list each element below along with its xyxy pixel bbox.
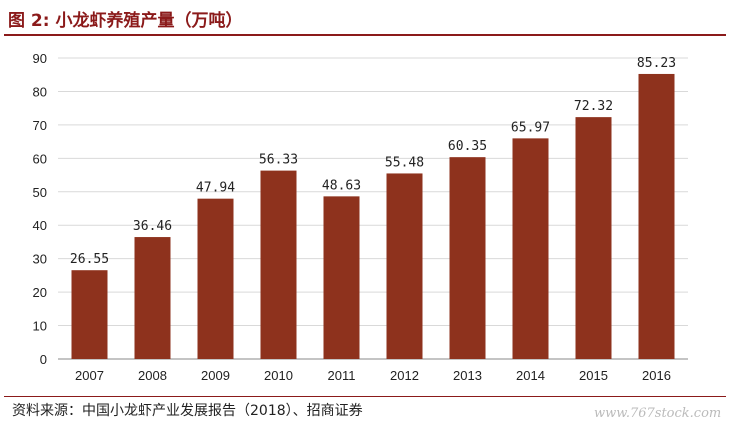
source-note: 资料来源：中国小龙虾产业发展报告（2018）、招商证券 [12,403,363,419]
title-divider [4,34,726,36]
data-label-2007: 26.55 [70,252,109,267]
bar-2015 [575,117,612,359]
y-axis: 0 10 20 30 40 50 60 70 80 90 [33,51,47,367]
x-tick-label: 2008 [138,368,167,383]
y-tick-label: 0 [40,352,47,367]
bar-2009 [197,198,234,359]
data-label-2012: 55.48 [385,155,424,170]
data-label-2009: 47.94 [196,181,235,196]
bars [71,73,675,359]
figure-header: 图 2: 小龙虾养殖产量（万吨） [0,0,730,34]
data-labels: 26.55 36.46 47.94 56.33 48.63 55.48 60.35 65.97… [70,56,676,267]
x-tick-label: 2015 [579,368,608,383]
x-tick-label: 2013 [453,368,482,383]
data-label-2015: 72.32 [574,99,613,114]
footer-divider [4,396,726,397]
y-tick-label: 90 [33,51,47,66]
y-tick-label: 80 [33,84,47,99]
data-label-2013: 60.35 [448,139,487,154]
bar-chart: 26.55 36.46 47.94 56.33 48.63 55.48 60.35 65.97… [33,51,688,383]
bar-2011 [323,196,360,359]
bar-2012 [386,173,423,359]
x-tick-label: 2007 [75,368,104,383]
y-tick-label: 40 [33,218,47,233]
y-tick-label: 60 [33,151,47,166]
bar-2013 [449,157,486,359]
y-tick-label: 50 [33,185,47,200]
watermark: www.767stock.com [594,406,722,421]
x-tick-label: 2014 [516,368,545,383]
figure-title: 图 2: 小龙虾养殖产量（万吨） [8,11,243,31]
bar-2010 [260,170,297,359]
x-tick-label: 2009 [201,368,230,383]
bar-2014 [512,138,549,359]
data-label-2014: 65.97 [511,120,550,135]
x-tick-label: 2016 [642,368,671,383]
x-tick-label: 2012 [390,368,419,383]
data-label-2011: 48.63 [322,178,361,193]
bar-2007 [71,270,108,359]
x-tick-label: 2011 [328,368,356,383]
y-tick-label: 10 [33,319,47,334]
bar-2016 [638,73,675,359]
y-tick-label: 20 [33,285,47,300]
x-tick-label: 2010 [264,368,293,383]
y-tick-label: 70 [33,118,47,133]
data-label-2008: 36.46 [133,219,172,234]
data-label-2010: 56.33 [259,153,298,168]
y-tick-label: 30 [33,252,47,267]
x-axis: 2007 2008 2009 2010 2011 2012 2013 2014 2015 2016 [75,368,671,383]
bar-2008 [134,237,171,359]
data-label-2016: 85.23 [637,56,676,71]
